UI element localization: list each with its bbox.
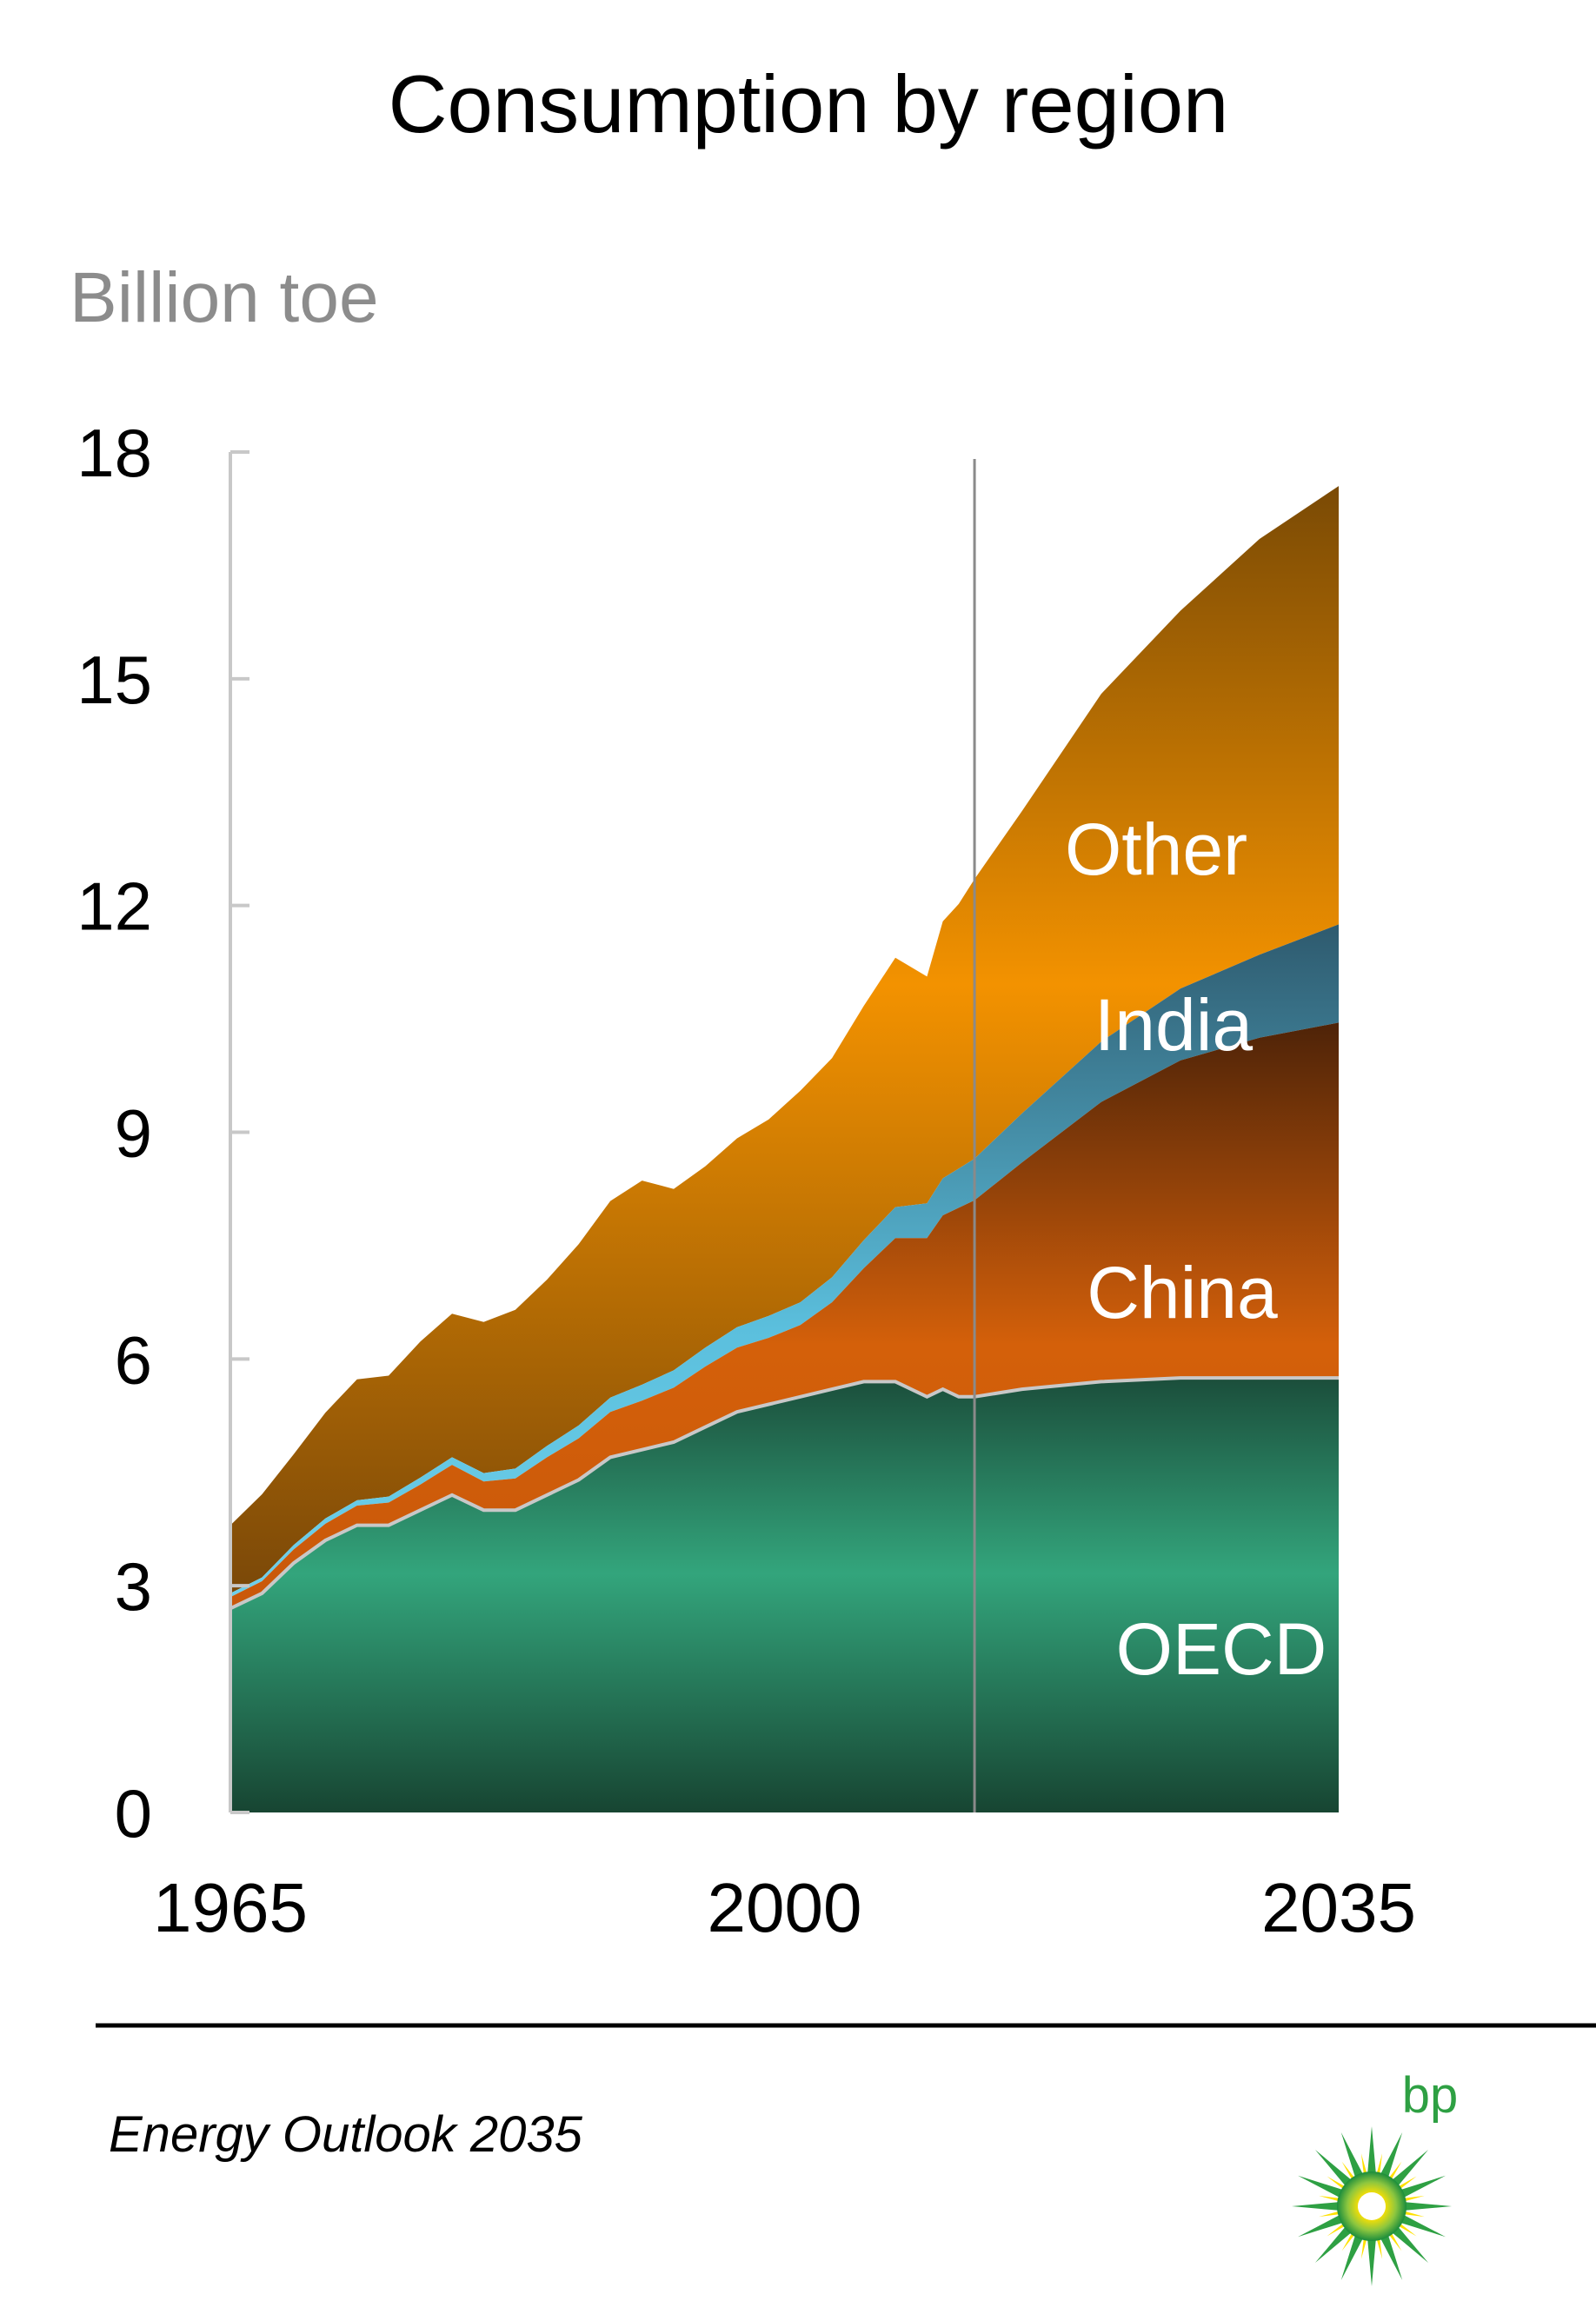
- label-other: Other: [1065, 808, 1247, 890]
- y-tick-label: 3: [115, 1548, 152, 1625]
- y-tick-label: 18: [76, 415, 152, 491]
- x-tick-label: 2000: [708, 1869, 862, 1946]
- bp-logo: bp: [1292, 2067, 1458, 2286]
- label-india: India: [1094, 984, 1253, 1066]
- y-tick-label: 0: [115, 1775, 152, 1852]
- plot-area: [229, 486, 1339, 1812]
- y-tick-label: 6: [115, 1321, 152, 1398]
- area-oecd: [230, 1378, 1339, 1812]
- y-tick-label: 12: [76, 868, 152, 945]
- y-tick-label: 9: [115, 1095, 152, 1172]
- x-axis-ticks: 1965 2000 2035: [153, 1869, 1416, 1946]
- bp-logo-text: bp: [1402, 2067, 1459, 2124]
- area-other: [230, 486, 1339, 1593]
- y-axis-ticks: 0 3 6 9 12 15 18: [76, 415, 249, 1852]
- x-tick-label: 2035: [1261, 1869, 1416, 1946]
- y-tick-label: 15: [76, 642, 152, 718]
- bp-helios-icon: [1292, 2126, 1452, 2286]
- y-axis-label: Billion toe: [70, 258, 379, 337]
- area-india: [230, 924, 1339, 1598]
- x-tick-label: 1965: [153, 1869, 308, 1946]
- bp-helios-center: [1358, 2192, 1386, 2220]
- publication-name: Energy Outlook 2035: [109, 2106, 583, 2163]
- label-china: China: [1087, 1252, 1278, 1333]
- chart-title: Consumption by region: [389, 58, 1229, 150]
- label-oecd: OECD: [1116, 1608, 1327, 1690]
- area-china: [230, 1022, 1339, 1609]
